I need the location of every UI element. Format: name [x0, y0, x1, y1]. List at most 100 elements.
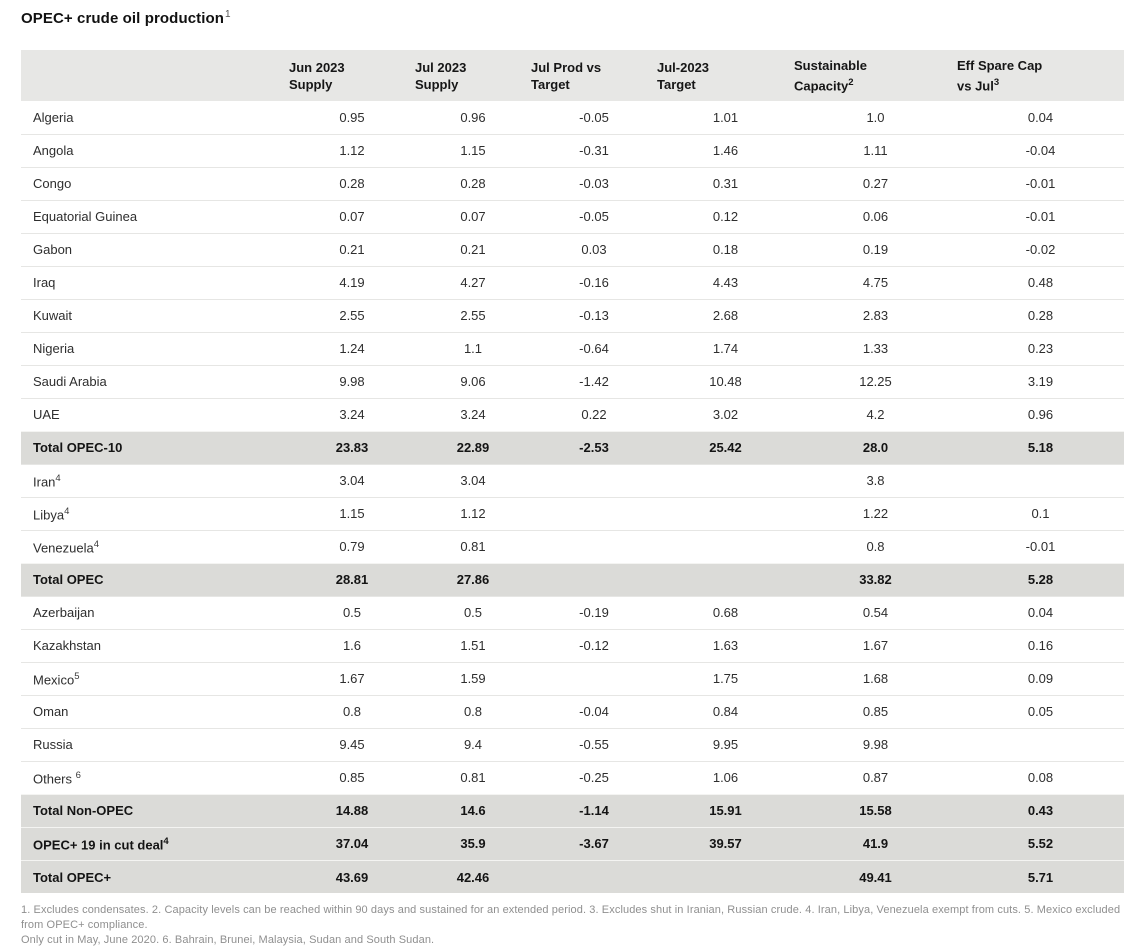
cell-value: 4.2: [794, 397, 957, 432]
table-row: Azerbaijan 0.5 0.5 -0.19 0.68 0.54 0.04: [21, 595, 1124, 630]
cell-value: [657, 859, 794, 894]
cell-country: Saudi Arabia: [21, 364, 289, 399]
cell-value: 0.28: [415, 166, 531, 201]
column-header-sustainable-capacity: Sustainable Capacity2: [794, 50, 957, 102]
cell-value: 0.8: [415, 694, 531, 729]
cell-value: 0.28: [957, 298, 1124, 333]
cell-value: 1.24: [289, 331, 415, 366]
cell-value: 0.81: [415, 529, 531, 564]
cell-value: 0.04: [1027, 110, 1054, 126]
cell-value: 0.31: [657, 166, 794, 201]
cell-value: 1.67: [289, 661, 415, 696]
cell-value: 28.81: [289, 562, 415, 597]
cell-value: 0.43: [957, 793, 1124, 828]
cell-value: -0.01: [957, 166, 1124, 201]
cell-value: -2.53: [531, 430, 657, 465]
cell-value: 14.6: [415, 793, 531, 828]
total-row: Total OPEC+ 43.69 42.46 49.41 5.71: [21, 859, 1124, 894]
total-row: Total Non-OPEC 14.88 14.6 -1.14 15.91 15.58 0.…: [21, 793, 1124, 828]
cell-country: Angola: [21, 133, 289, 168]
cell-value: 1.22: [794, 496, 957, 531]
page-title: OPEC+ crude oil production1: [21, 9, 1124, 27]
cell-value: 0.21: [289, 232, 415, 267]
cell-country: Mexico5: [21, 661, 289, 696]
table-row: Venezuela4 0.79 0.81 0.8 -0.01: [21, 529, 1124, 564]
table-row: Oman 0.8 0.8 -0.04 0.84 0.85 0.05: [21, 694, 1124, 729]
cell-value: 22.89: [415, 430, 531, 465]
total-row: OPEC+ 19 in cut deal4 37.04 35.9 -3.67 39.57…: [21, 826, 1124, 861]
cell-value: [957, 727, 1124, 762]
cell-value: 0.12: [657, 199, 794, 234]
cell-value: 0.85: [289, 760, 415, 795]
cell-value: 23.83: [289, 430, 415, 465]
cell-value: 0.81: [415, 760, 531, 795]
table-row: Iran4 3.04 3.04 3.8: [21, 463, 1124, 498]
table-row: Algeria 0.95 0.96 -0.05 1.01 1.0 0.04: [21, 101, 1124, 134]
cell-country: UAE: [21, 397, 289, 432]
table-row: Congo 0.28 0.28 -0.03 0.31 0.27 -0.01: [21, 166, 1124, 201]
cell-value: 35.9: [415, 826, 531, 861]
cell-value: 0.28: [289, 166, 415, 201]
cell-value: -0.04: [957, 133, 1124, 168]
row-footnote-ref: 5: [74, 670, 80, 682]
cell-value: 27.86: [415, 562, 531, 597]
cell-country: Equatorial Guinea: [21, 199, 289, 234]
cell-value: 0.23: [957, 331, 1124, 366]
table-row: Angola 1.12 1.15 -0.31 1.46 1.11 -0.04: [21, 133, 1124, 168]
cell-value: 28.0: [794, 430, 957, 465]
cell-value: 14.88: [289, 793, 415, 828]
table-row: UAE 3.24 3.24 0.22 3.02 4.2 0.96: [21, 397, 1124, 432]
cell-value: -0.13: [531, 298, 657, 333]
cell-value: 0.08: [957, 760, 1124, 795]
cell-value: 4.43: [657, 265, 794, 300]
table-body: Algeria 0.95 0.96 -0.05 1.01 1.0 0.04 Angola 1.1…: [21, 101, 1124, 894]
cell-country: Kazakhstan: [21, 628, 289, 663]
cell-country: Total Non-OPEC: [21, 793, 289, 828]
table-row: Iraq 4.19 4.27 -0.16 4.43 4.75 0.48: [21, 265, 1124, 300]
cell-value: 42.46: [415, 859, 531, 894]
cell-value: 0.03: [531, 232, 657, 267]
cell-country: Others 6: [21, 760, 289, 795]
cell-value: 1.15: [289, 496, 415, 531]
row-footnote-ref: 4: [93, 538, 100, 550]
cell-value: 5.28: [957, 562, 1124, 597]
cell-value: 5.71: [957, 859, 1124, 894]
cell-value: [531, 496, 657, 531]
cell-value: 12.25: [794, 364, 957, 399]
cell-country: Total OPEC: [21, 562, 289, 597]
cell-value: -0.04: [531, 694, 657, 729]
cell-value: 0.09: [957, 661, 1124, 696]
cell-value: -0.01: [957, 199, 1124, 234]
cell-value: 0.07: [415, 199, 531, 234]
cell-value: 0.22: [531, 397, 657, 432]
cell-country: OPEC+ 19 in cut deal4: [21, 826, 289, 861]
cell-country: Oman: [21, 694, 289, 729]
cell-value: 37.04: [289, 826, 415, 861]
cell-country: Congo: [21, 166, 289, 201]
cell-value: [531, 562, 657, 597]
cell-value: 1.75: [657, 661, 794, 696]
cell-value: 1.01: [712, 110, 739, 126]
cell-value: 0.04: [957, 595, 1124, 630]
cell-value: 2.68: [657, 298, 794, 333]
cell-value: 9.4: [415, 727, 531, 762]
cell-value: -0.19: [531, 595, 657, 630]
column-header-country: [21, 50, 289, 102]
cell-value: -0.05: [579, 110, 609, 126]
table-row: Russia 9.45 9.4 -0.55 9.95 9.98: [21, 727, 1124, 762]
footnotes: 1. Excludes condensates. 2. Capacity lev…: [21, 903, 1124, 948]
table-row: Kazakhstan 1.6 1.51 -0.12 1.63 1.67 0.16: [21, 628, 1124, 663]
cell-country: Iran4: [21, 463, 289, 498]
cell-value: 9.45: [289, 727, 415, 762]
cell-value: 1.59: [415, 661, 531, 696]
cell-value: 2.55: [289, 298, 415, 333]
cell-value: 0.8: [794, 529, 957, 564]
row-footnote-ref: 4: [163, 835, 169, 847]
cell-value: 15.58: [794, 793, 957, 828]
cell-value: -0.05: [531, 199, 657, 234]
cell-value: -0.25: [531, 760, 657, 795]
cell-value: 0.16: [957, 628, 1124, 663]
cell-value: [531, 463, 657, 498]
cell-value: -0.03: [531, 166, 657, 201]
cell-value: 0.68: [657, 595, 794, 630]
